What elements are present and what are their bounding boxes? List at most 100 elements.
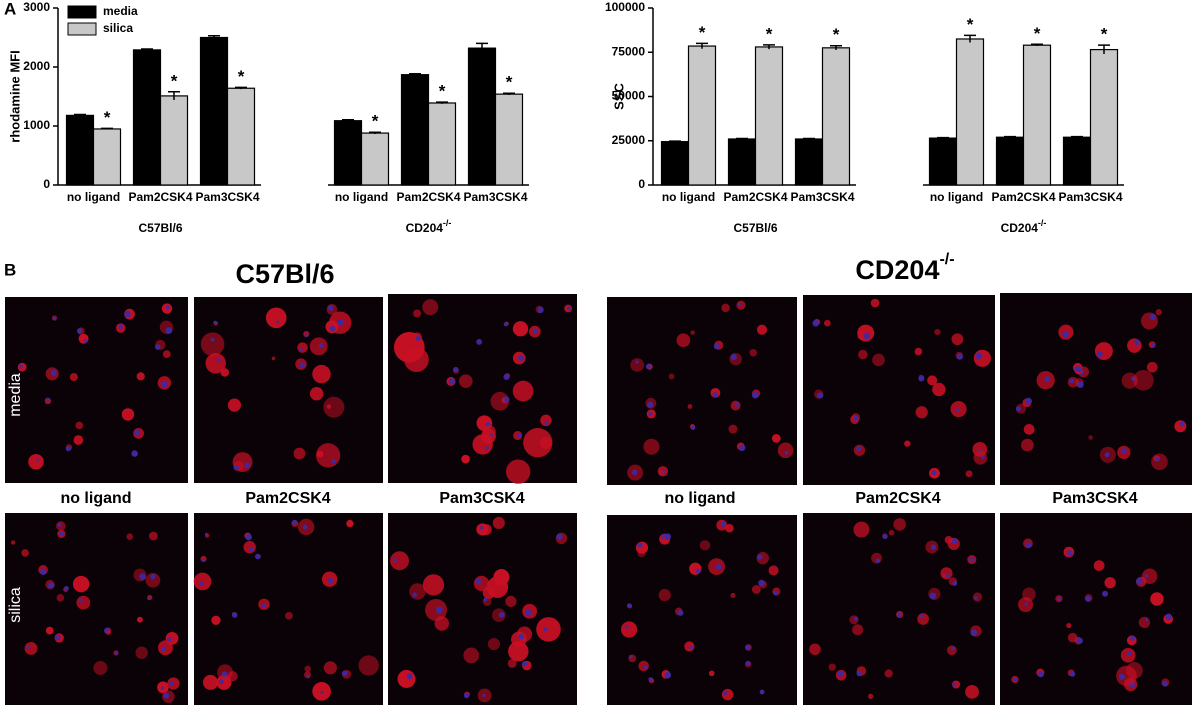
nucleus (328, 578, 334, 584)
cell (136, 372, 145, 381)
nucleus (503, 396, 510, 403)
nucleus (712, 392, 719, 398)
nucleus (1129, 635, 1135, 641)
bar (727, 138, 757, 186)
error-bar (1098, 44, 1110, 55)
nucleus (751, 391, 759, 399)
cell (512, 380, 534, 402)
nucleus (78, 598, 83, 603)
nucleus (503, 322, 508, 327)
nucleus (757, 554, 763, 560)
nucleus (1037, 671, 1044, 678)
cell (684, 641, 695, 652)
nucleus (931, 470, 937, 476)
nucleus (952, 580, 958, 586)
error-bar (342, 119, 354, 122)
nucleus (629, 654, 633, 659)
cell (1138, 616, 1151, 629)
nucleus (261, 603, 267, 608)
column-label: Pam2CSK4 (245, 490, 330, 507)
error-bar (141, 48, 153, 51)
nucleus (856, 445, 862, 451)
nucleus (715, 564, 722, 570)
nucleus (664, 671, 672, 679)
nucleus (812, 319, 820, 327)
x-tick-label: no ligand (335, 190, 388, 204)
nucleus (648, 411, 653, 416)
cell (917, 613, 929, 625)
nucleus (689, 645, 694, 650)
nucleus (1165, 613, 1172, 620)
error-bar (1031, 43, 1043, 47)
title-text: CD204 (855, 255, 939, 285)
cell (476, 523, 489, 536)
error-bar (964, 34, 976, 43)
nucleus (1121, 448, 1127, 454)
micrograph (388, 294, 577, 483)
cell (940, 567, 953, 580)
y-tick-label: 0 (638, 177, 645, 191)
cell (1146, 361, 1158, 373)
x-tick-label: no ligand (67, 190, 120, 204)
cell (1067, 632, 1078, 643)
cell (73, 435, 84, 445)
panel-label: B (4, 260, 16, 279)
nucleus (1012, 677, 1018, 682)
cell (422, 299, 439, 316)
cell (708, 670, 715, 677)
significance-marker: * (1101, 25, 1108, 44)
cell (1023, 423, 1035, 435)
panel-title: CD204-/- (855, 251, 954, 285)
cell (777, 442, 794, 459)
nucleus (853, 415, 859, 421)
bar (794, 138, 824, 186)
cell (725, 523, 734, 533)
cell (643, 438, 660, 455)
nucleus (36, 458, 40, 462)
nucleus (320, 690, 324, 695)
y-axis-label: rhodamine MFI (7, 50, 22, 142)
nucleus (210, 337, 215, 342)
cell (893, 518, 906, 531)
group-text: C57Bl/6 (733, 221, 777, 235)
nucleus (930, 544, 936, 550)
nucleus (299, 348, 303, 352)
nucleus (299, 362, 306, 368)
cell (1140, 312, 1158, 330)
cell (768, 565, 779, 576)
cell (946, 645, 957, 656)
nucleus (65, 446, 71, 452)
title-sup: -/- (939, 251, 954, 268)
cell (227, 398, 242, 412)
y-tick-label: 75000 (612, 44, 646, 58)
cell (689, 562, 702, 575)
nucleus (745, 660, 751, 666)
nucleus (64, 585, 69, 591)
nucleus (201, 558, 205, 562)
bar (928, 137, 958, 186)
cell (1093, 560, 1105, 572)
nucleus (231, 612, 238, 618)
nucleus (291, 519, 297, 525)
nucleus (521, 661, 528, 667)
nucleus (412, 592, 417, 598)
nucleus (221, 671, 228, 678)
nucleus (147, 596, 151, 600)
nucleus (166, 637, 172, 643)
x-tick-label: Pam3CSK4 (195, 190, 259, 204)
nucleus (46, 397, 50, 402)
cell (323, 396, 345, 418)
nucleus (58, 530, 65, 537)
micrograph (607, 297, 797, 485)
significance-marker: * (1034, 24, 1041, 43)
nucleus (637, 542, 643, 548)
nucleus (406, 673, 413, 680)
cell (346, 519, 354, 528)
cell (21, 549, 29, 557)
nucleus (54, 634, 61, 641)
nucleus (163, 692, 170, 699)
cell (200, 332, 225, 356)
nucleus (165, 327, 173, 334)
significance-marker: * (699, 23, 706, 42)
cell (1088, 435, 1093, 440)
